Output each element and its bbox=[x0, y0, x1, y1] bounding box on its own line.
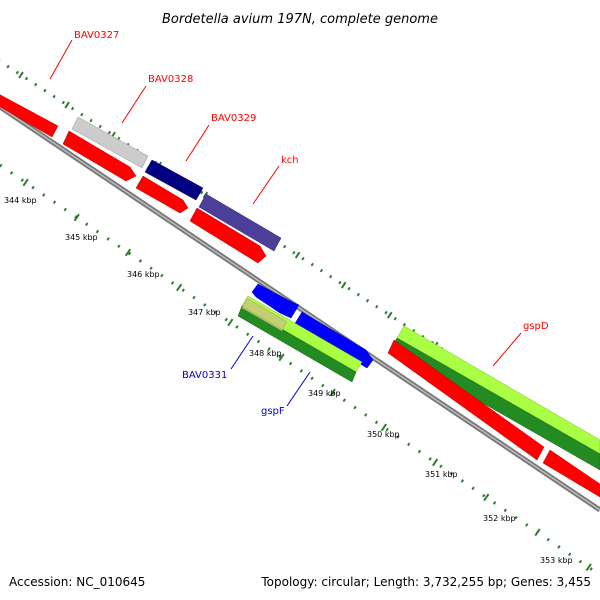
ring-tick bbox=[278, 353, 285, 362]
tick-label: 345 kbp bbox=[65, 233, 98, 242]
gene-arrow-darkgreen-gspD bbox=[389, 337, 600, 471]
ring-tick bbox=[483, 493, 490, 502]
gene-arrow-blue bbox=[251, 283, 300, 319]
gene-label-BAV0327: BAV0327 bbox=[74, 30, 119, 41]
gene-arrow-red bbox=[387, 339, 545, 461]
ring-tick bbox=[18, 71, 24, 79]
ring-tick bbox=[73, 213, 80, 222]
ring-tick bbox=[22, 178, 29, 187]
gene-arrow-navy bbox=[144, 159, 204, 201]
gene-leader-lines bbox=[49, 39, 522, 407]
map-title: Bordetella avium 197N, complete genome bbox=[162, 12, 438, 27]
gene-arrow-darkgreen bbox=[237, 305, 357, 383]
tick-label: 346 kbp bbox=[127, 270, 160, 279]
ring-tick bbox=[227, 318, 234, 327]
ring-tick bbox=[387, 311, 393, 319]
ring-tick bbox=[534, 528, 541, 537]
gene-label-BAV0329: BAV0329 bbox=[211, 113, 256, 124]
topology-text: Topology: circular; Length: 3,732,255 bp… bbox=[260, 575, 591, 589]
ring-tick bbox=[380, 423, 388, 432]
inner-track-genes bbox=[237, 283, 374, 383]
tick-label: 344 kbp bbox=[4, 196, 37, 205]
gene-labels: BAV0327 BAV0328 BAV0329 kch BAV0331 gspF… bbox=[74, 30, 549, 417]
reverse-strand-genes bbox=[62, 130, 600, 498]
gene-arrow-slateblue bbox=[198, 193, 282, 252]
gene-arrow-red bbox=[0, 94, 59, 138]
tick-label: 350 kbp bbox=[367, 430, 400, 439]
ring-tick bbox=[176, 283, 183, 292]
tick-label: 349 kbp bbox=[308, 389, 341, 398]
gene-arrow-khaki bbox=[241, 297, 288, 332]
gene-arrow-blue bbox=[293, 311, 374, 369]
tick-label: 347 kbp bbox=[188, 308, 221, 317]
gene-arrow-gray bbox=[71, 116, 149, 169]
tick-label: 353 kbp bbox=[540, 556, 573, 565]
gene-arrow-lightgreen-gspD bbox=[396, 325, 600, 455]
forward-strand-genes bbox=[0, 94, 600, 471]
accession-text: Accession: NC_010645 bbox=[9, 575, 145, 589]
ring-tick bbox=[585, 563, 592, 572]
ring-tick bbox=[432, 458, 439, 467]
ring-tick bbox=[340, 281, 347, 289]
kbp-tick-labels: 344 kbp 345 kbp 346 kbp 347 kbp 348 kbp … bbox=[4, 196, 573, 565]
gene-arrow-red bbox=[542, 449, 600, 498]
ring-tick bbox=[64, 101, 70, 109]
gene-label-BAV0328: BAV0328 bbox=[148, 74, 193, 85]
gene-arrow-red bbox=[189, 207, 267, 264]
genome-backbone bbox=[0, 104, 600, 513]
tick-label: 352 kbp bbox=[483, 514, 516, 523]
gene-arrow-red bbox=[62, 130, 137, 182]
gene-label-kch: kch bbox=[281, 155, 299, 166]
ring-tick bbox=[294, 251, 301, 259]
ring-tick bbox=[329, 388, 336, 397]
tick-label: 351 kbp bbox=[425, 470, 458, 479]
gene-label-gspF: gspF bbox=[261, 406, 285, 417]
gene-arrow-red bbox=[135, 175, 189, 214]
gene-label-gspD: gspD bbox=[523, 321, 549, 332]
gene-label-BAV0331: BAV0331 bbox=[182, 370, 227, 381]
tick-label: 348 kbp bbox=[249, 349, 282, 358]
ring-tick bbox=[124, 248, 132, 257]
